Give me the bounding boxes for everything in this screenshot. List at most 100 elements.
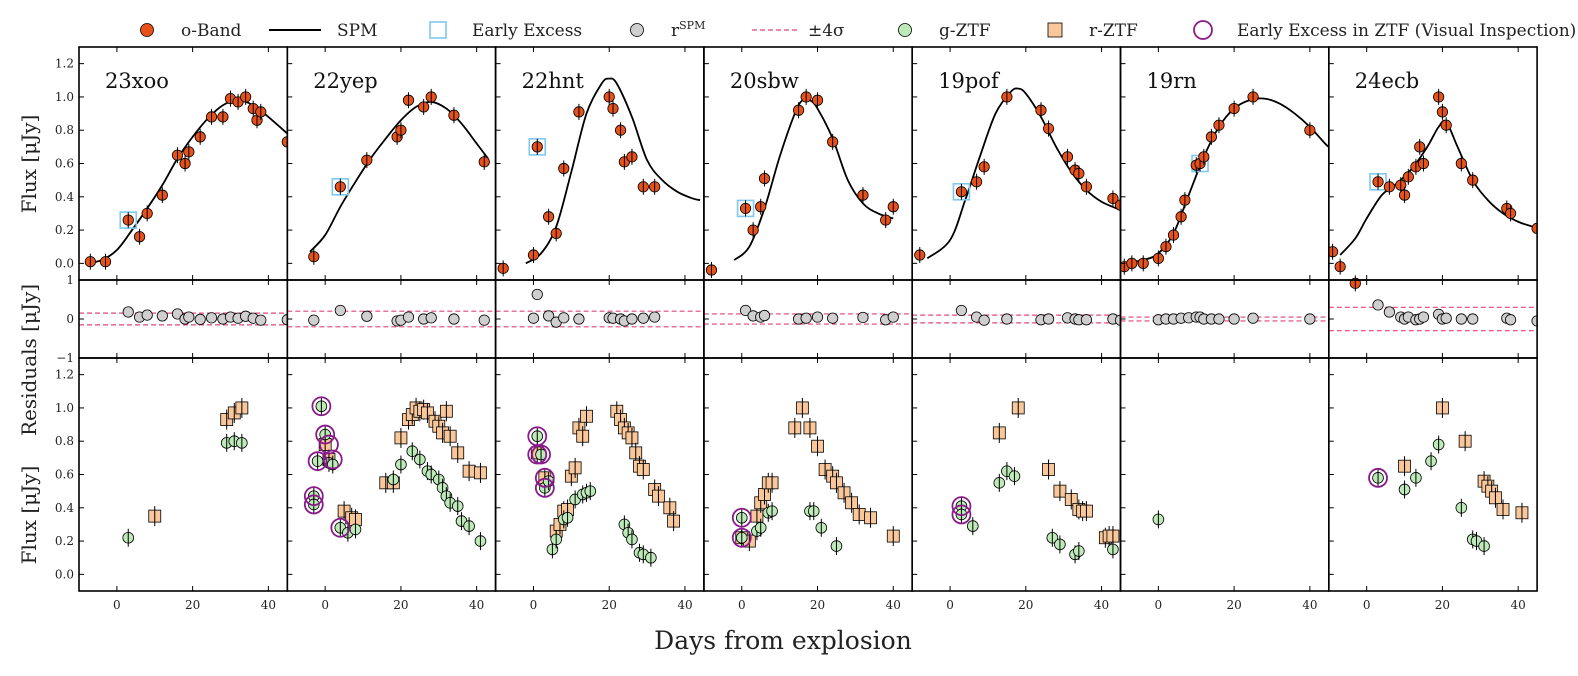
residual-point <box>626 313 638 325</box>
ztf-excess-ring <box>534 477 555 498</box>
spm-curve <box>733 98 894 261</box>
x-tick-label: 0 <box>321 598 329 612</box>
residual-point <box>205 312 218 324</box>
residual-point <box>1213 313 1225 325</box>
y-tick-label-top: 1.0 <box>55 90 74 104</box>
x-tick-label: 0 <box>530 598 538 612</box>
residual-point <box>978 314 990 326</box>
panel-data-19rn <box>1120 88 1329 529</box>
residual-point <box>1372 299 1384 311</box>
x-tick-label: 20 <box>1018 598 1033 612</box>
legend-marker-r-ztf <box>1047 22 1063 38</box>
panel-22yep: 0 20 40 22yep <box>286 46 497 612</box>
ztf-excess-ring <box>322 449 343 470</box>
o-band-point <box>1114 199 1121 211</box>
residual-point <box>827 312 839 324</box>
y-axis-title-bottom: Flux [μJy] <box>17 466 41 565</box>
x-tick-label: 0 <box>1155 598 1163 612</box>
residual-point <box>1304 313 1316 325</box>
panel-24ecb: 0 20 40 24ecb <box>1328 46 1538 612</box>
residual-point <box>1114 314 1121 326</box>
x-tick-label: 40 <box>1094 598 1109 612</box>
panel-label-19rn: 19rn <box>1147 69 1197 93</box>
x-tick-label: 20 <box>602 598 617 612</box>
residual-point <box>194 313 206 325</box>
residual-point <box>649 311 661 323</box>
residual-point <box>531 288 543 301</box>
ztf-excess-ring <box>534 467 555 488</box>
legend-marker-g-ztf <box>898 23 912 37</box>
legend: o-Band SPM Early Excess rSPM ±4σ g-ZTF r-ZTF Ea… <box>140 19 1576 41</box>
x-tick-label: 40 <box>886 598 901 612</box>
residual-point <box>183 311 195 323</box>
residual-point <box>527 312 540 324</box>
legend-marker-residual <box>630 23 644 37</box>
y-tick-label-top: 0.4 <box>55 190 74 204</box>
panel-label-24ecb: 24ecb <box>1355 69 1419 93</box>
residual-point <box>887 311 899 323</box>
x-tick-label: 20 <box>393 598 408 612</box>
residual-point <box>448 313 460 325</box>
residual-point <box>573 313 585 325</box>
panel-23xoo: 0 20 40 0.0 0.0 0.2 0.2 0.4 0.4 0.6 0.6 0.8 0.8 1.0 1.… <box>55 46 289 612</box>
ztf-excess-ring <box>731 507 752 528</box>
residual-point <box>1417 311 1430 323</box>
x-tick-label: 0 <box>738 598 746 612</box>
residual-point <box>1467 313 1479 325</box>
legend-item-sigma: ±4σ <box>752 21 845 41</box>
x-tick-label: 40 <box>1511 598 1526 612</box>
panel-data-20sbw <box>703 88 913 556</box>
legend-label-early-excess: Early Excess <box>472 21 582 41</box>
y-tick-label-middle: −1 <box>56 351 74 365</box>
residual-point <box>1247 312 1259 324</box>
legend-marker-o-band <box>140 23 154 37</box>
x-tick-label: 20 <box>1226 598 1241 612</box>
x-tick-label: 40 <box>677 598 692 612</box>
subplot-frame-bottom <box>703 357 914 592</box>
legend-item-early-excess: Early Excess <box>429 21 582 41</box>
legend-item-residual: rSPM <box>630 19 705 41</box>
subplot-frame-middle <box>494 279 705 359</box>
residual-point <box>1228 313 1240 325</box>
legend-label-sigma: ±4σ <box>808 21 845 41</box>
y-tick-label-top: 1.2 <box>55 57 74 71</box>
y-tick-label-bottom: 0.6 <box>55 468 74 482</box>
y-tick-label-top: 0.6 <box>55 157 74 171</box>
panel-data-23xoo <box>79 88 288 547</box>
y-tick-label-bottom: 1.0 <box>55 401 74 415</box>
ztf-excess-ring <box>1368 467 1388 488</box>
residual-point <box>1383 306 1395 318</box>
residual-point <box>425 312 437 324</box>
x-tick-label: 40 <box>1302 598 1317 612</box>
ztf-excess-ring <box>319 434 339 455</box>
residual-point <box>758 309 771 322</box>
panel-label-22yep: 22yep <box>313 69 377 93</box>
panel-data-22yep <box>287 88 496 551</box>
residual-point <box>334 304 346 317</box>
spm-curve <box>1124 97 1329 265</box>
y-tick-label-top: 0.2 <box>55 223 74 237</box>
residual-point <box>558 312 570 324</box>
legend-marker-early-excess <box>429 21 447 39</box>
residual-point <box>543 310 555 322</box>
axis-titles: Flux [μJy] Residuals [μJy] Flux [μJy] Da… <box>17 115 912 655</box>
residual-point <box>255 314 267 326</box>
residual-point <box>1440 312 1452 324</box>
x-tick-label: 40 <box>469 598 484 612</box>
panel-19pof: 0 20 40 19pof <box>911 46 1122 612</box>
y-tick-label-top: 0.0 <box>55 256 74 270</box>
residual-point <box>478 314 490 326</box>
residual-point <box>1080 314 1093 326</box>
x-tick-label: 0 <box>113 598 121 612</box>
panel-data-22hnt <box>495 77 704 567</box>
legend-item-r-ztf: r-ZTF <box>1047 21 1138 41</box>
subplot-frame-bottom <box>1328 357 1538 592</box>
legend-item-o-band: o-Band <box>140 21 242 41</box>
y-tick-label-bottom: 0.8 <box>55 434 74 448</box>
residual-point <box>1504 314 1517 326</box>
spm-curve <box>926 87 1121 260</box>
panel-20sbw: 0 20 40 20sbw <box>703 46 914 612</box>
legend-item-spm: SPM <box>269 21 378 41</box>
panels: 0 20 40 0.0 0.0 0.2 0.2 0.4 0.4 0.6 0.6 0.8 0.8 1.0 1.… <box>55 46 1538 612</box>
